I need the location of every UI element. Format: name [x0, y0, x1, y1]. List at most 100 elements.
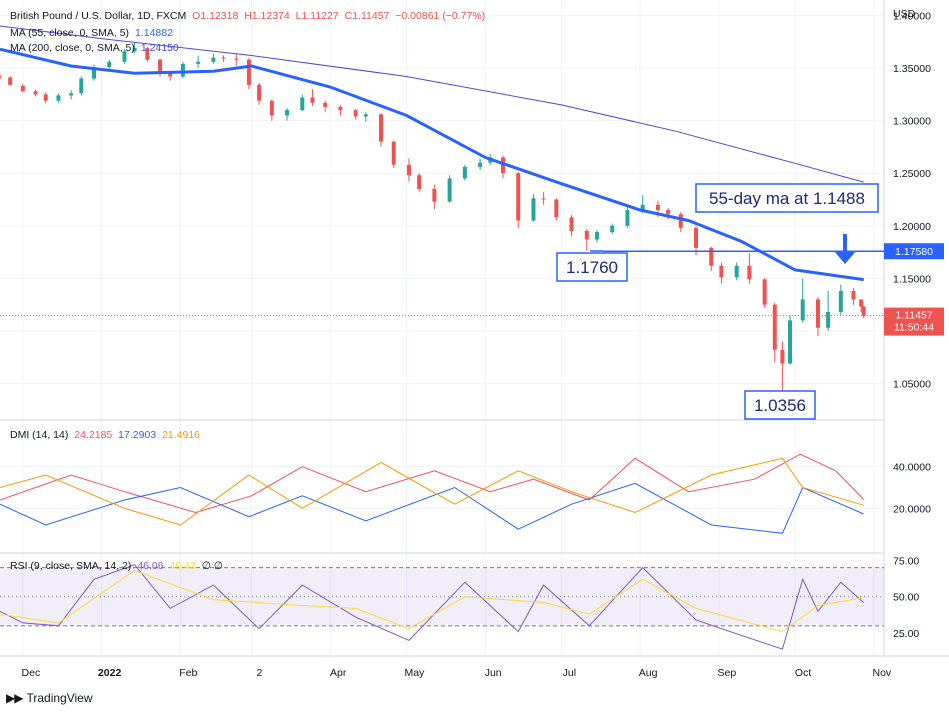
candle-body [516, 173, 521, 221]
price-tick-label: 1.05000 [893, 378, 931, 390]
candle-body [79, 78, 84, 94]
time-tick-label: Oct [795, 667, 811, 679]
ma55-value: 1.14882 [134, 27, 173, 39]
candle-body [300, 97, 305, 111]
candle-body [584, 231, 589, 240]
price-tick-label: 1.20000 [893, 221, 931, 233]
low-text: 1.0356 [754, 396, 806, 415]
rsi-value: 46.06 [137, 560, 164, 572]
time-tick-label: Feb [179, 667, 197, 679]
rsi-tick-label: 75.00 [893, 555, 919, 567]
rsi-ma-line [0, 569, 864, 633]
countdown-text: 11:50:44 [894, 322, 934, 334]
candle-body [0, 76, 2, 78]
dmi-tick-label: 40.0000 [893, 462, 931, 474]
dmi-minus-value: 21.4916 [162, 429, 201, 441]
candle-body [851, 290, 856, 300]
support-text: 1.1760 [566, 258, 618, 277]
candle-body [379, 114, 384, 142]
candle-body [815, 299, 820, 328]
candle-body [747, 265, 752, 280]
candle-body [594, 232, 599, 240]
candle-body [709, 247, 714, 266]
di-minus-line [0, 457, 864, 526]
level-tag-text: 1.17580 [895, 246, 933, 258]
ma-note-text: 55-day ma at 1.1488 [709, 189, 865, 208]
time-tick-label: Nov [872, 667, 891, 679]
candle-body [640, 204, 645, 210]
ma55-label: MA (55, close, 0, SMA, 5) [10, 27, 130, 39]
candle-body [554, 199, 559, 218]
ma55-line [0, 47, 864, 282]
candle-body [762, 279, 767, 305]
candle-body [447, 178, 452, 202]
candle-body [8, 77, 13, 85]
candle-body [391, 141, 396, 165]
ohlc-low: L1.11227 [295, 10, 339, 22]
time-tick-label: Jun [485, 667, 502, 679]
level-tag: 1.17580 [884, 243, 944, 260]
time-tick-label: 2022 [98, 667, 122, 679]
low-annotation[interactable]: 1.0356 [744, 390, 816, 420]
rsi-legend[interactable]: RSI (9, close, SMA, 14, 2) 46.06 49.43 ∅… [10, 560, 226, 573]
dmi-label: DMI (14, 14) [10, 429, 69, 441]
candle-body [338, 106, 343, 111]
ma200-label: MA (200, close, 0, SMA, 5) [10, 42, 135, 54]
candle-body [678, 214, 683, 228]
time-tick-label: Jul [563, 667, 576, 679]
time-tick-label: Apr [330, 667, 347, 679]
support-annotation[interactable]: 1.1760 [556, 252, 628, 282]
candle-body [323, 102, 328, 107]
candle-body [859, 299, 864, 307]
ohlc-close: C1.11457 [344, 10, 390, 22]
ohlc-open: O1.12318 [192, 10, 239, 22]
dmi-tick-label: 20.0000 [893, 503, 931, 515]
ohlc-high: H1.12374 [244, 10, 290, 22]
ma200-legend[interactable]: MA (200, close, 0, SMA, 5) 1.24150 [10, 42, 182, 55]
candle-body [180, 63, 185, 77]
rsi-tick-label: 50.00 [893, 592, 919, 604]
main-legend[interactable]: British Pound / U.S. Dollar, 1D, FXCM O1… [10, 10, 488, 23]
price-axis[interactable]: 1.40000 1.35000 1.30000 1.25000 1.20000 1.150… [893, 11, 931, 391]
ma55-legend[interactable]: MA (55, close, 0, SMA, 5) 1.14882 [10, 27, 176, 40]
price-tick-label: 1.35000 [893, 63, 931, 75]
candle-body [363, 114, 368, 117]
candle-body [257, 84, 262, 101]
candle-body [69, 93, 74, 96]
candle-body [56, 95, 61, 101]
candle-body [310, 97, 315, 103]
candle-body [462, 166, 467, 179]
candle-body [145, 48, 150, 60]
rsi-axis: 75.00 50.00 25.00 [893, 555, 919, 640]
candle-body [33, 91, 38, 95]
ma-note-annotation[interactable]: 55-day ma at 1.1488 [695, 183, 879, 213]
candle-body [541, 198, 546, 200]
dmi-legend[interactable]: DMI (14, 14) 24.2185 17.2903 21.4916 [10, 429, 203, 442]
currency-label: USD [893, 8, 916, 20]
candle-body [432, 188, 437, 202]
candle-body [838, 290, 843, 312]
candle-body [43, 94, 48, 101]
candle-body [353, 110, 358, 117]
candle-body [666, 210, 671, 215]
grid-lines [0, 0, 884, 656]
candle-body [531, 198, 536, 221]
candle-body [285, 110, 290, 116]
dmi-adx-value: 24.2185 [74, 429, 113, 441]
time-tick-label: Sep [718, 667, 737, 679]
candle-body [196, 61, 201, 64]
candle-body [91, 67, 96, 79]
candle-body [500, 157, 505, 174]
tradingview-logo[interactable]: ▶▶ TradingView [6, 691, 93, 705]
candle-body [694, 227, 699, 248]
rsi-extra: ∅ ∅ [201, 560, 223, 572]
candle-body [788, 320, 793, 364]
last-price-text: 1.11457 [895, 310, 932, 322]
candle-body [478, 162, 483, 167]
time-axis[interactable]: Dec 2022 Feb 2 Apr May Jun Jul Aug Sep Oct Nov [22, 667, 892, 679]
candle-body [826, 311, 831, 328]
candle-body [211, 57, 216, 62]
ma200-line [0, 25, 864, 183]
